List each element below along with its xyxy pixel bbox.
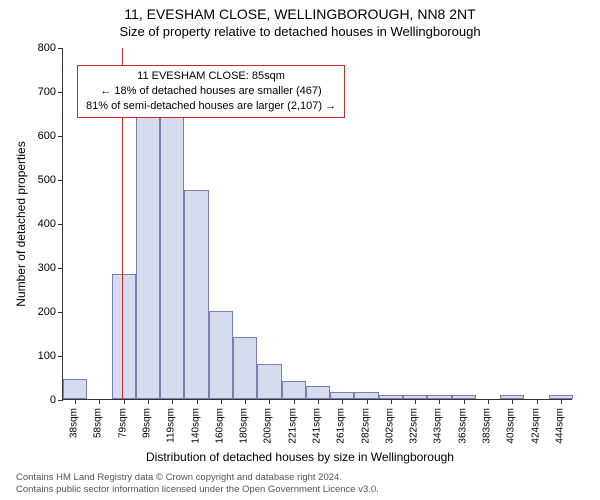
x-tick-label: 160sqm bbox=[214, 408, 225, 444]
x-tick-label: 424sqm bbox=[530, 408, 541, 444]
histogram-bar bbox=[282, 381, 306, 399]
x-tick-mark bbox=[464, 399, 465, 404]
x-tick-label: 282sqm bbox=[360, 408, 371, 444]
y-tick-label: 300 bbox=[16, 262, 56, 274]
x-tick-label: 79sqm bbox=[117, 408, 128, 438]
y-tick-mark bbox=[58, 48, 63, 49]
x-tick-label: 221sqm bbox=[287, 408, 298, 444]
x-tick-label: 99sqm bbox=[142, 408, 153, 438]
histogram-bar bbox=[136, 100, 160, 399]
y-tick-label: 600 bbox=[16, 130, 56, 142]
x-tick-mark bbox=[124, 399, 125, 404]
footer-attribution: Contains HM Land Registry data © Crown c… bbox=[16, 472, 379, 496]
x-tick-label: 383sqm bbox=[482, 408, 493, 444]
histogram-bar bbox=[257, 364, 281, 399]
x-tick-label: 343sqm bbox=[433, 408, 444, 444]
x-tick-label: 444sqm bbox=[554, 408, 565, 444]
y-tick-mark bbox=[58, 268, 63, 269]
y-tick-mark bbox=[58, 400, 63, 401]
x-tick-label: 58sqm bbox=[93, 408, 104, 438]
x-tick-mark bbox=[221, 399, 222, 404]
histogram-bar bbox=[306, 386, 330, 399]
y-tick-mark bbox=[58, 92, 63, 93]
x-tick-label: 363sqm bbox=[457, 408, 468, 444]
y-tick-mark bbox=[58, 312, 63, 313]
x-tick-label: 403sqm bbox=[506, 408, 517, 444]
y-tick-mark bbox=[58, 136, 63, 137]
histogram-bar bbox=[184, 190, 208, 399]
y-tick-mark bbox=[58, 180, 63, 181]
y-tick-label: 700 bbox=[16, 86, 56, 98]
histogram-bar bbox=[233, 337, 257, 399]
histogram-bar bbox=[63, 379, 87, 399]
x-tick-mark bbox=[488, 399, 489, 404]
x-tick-label: 140sqm bbox=[190, 408, 201, 444]
x-tick-mark bbox=[197, 399, 198, 404]
x-tick-label: 261sqm bbox=[336, 408, 347, 444]
plot-area: 11 EVESHAM CLOSE: 85sqm ← 18% of detache… bbox=[62, 48, 572, 400]
y-tick-mark bbox=[58, 224, 63, 225]
y-tick-label: 800 bbox=[16, 42, 56, 54]
x-tick-mark bbox=[512, 399, 513, 404]
footer-line1: Contains HM Land Registry data © Crown c… bbox=[16, 472, 379, 484]
histogram-bar bbox=[330, 392, 354, 399]
y-tick-label: 500 bbox=[16, 174, 56, 186]
y-tick-label: 200 bbox=[16, 306, 56, 318]
x-tick-mark bbox=[245, 399, 246, 404]
x-tick-mark bbox=[294, 399, 295, 404]
x-tick-mark bbox=[99, 399, 100, 404]
x-tick-label: 119sqm bbox=[166, 408, 177, 443]
x-tick-label: 38sqm bbox=[69, 408, 80, 438]
x-tick-label: 200sqm bbox=[263, 408, 274, 444]
y-tick-label: 0 bbox=[16, 394, 56, 406]
x-tick-mark bbox=[391, 399, 392, 404]
histogram-bar bbox=[112, 274, 136, 399]
x-tick-label: 322sqm bbox=[409, 408, 420, 444]
annotation-line1: 11 EVESHAM CLOSE: 85sqm bbox=[86, 69, 336, 84]
x-axis-label: Distribution of detached houses by size … bbox=[0, 450, 600, 464]
x-tick-mark bbox=[342, 399, 343, 404]
x-tick-mark bbox=[367, 399, 368, 404]
x-tick-label: 180sqm bbox=[239, 408, 250, 444]
property-size-chart: 11, EVESHAM CLOSE, WELLINGBOROUGH, NN8 2… bbox=[0, 0, 600, 500]
x-tick-label: 302sqm bbox=[384, 408, 395, 444]
histogram-bar bbox=[209, 311, 233, 399]
footer-line2: Contains public sector information licen… bbox=[16, 484, 379, 496]
x-tick-mark bbox=[148, 399, 149, 404]
y-tick-label: 100 bbox=[16, 350, 56, 362]
y-tick-label: 400 bbox=[16, 218, 56, 230]
chart-title-line1: 11, EVESHAM CLOSE, WELLINGBOROUGH, NN8 2… bbox=[0, 6, 600, 22]
x-tick-mark bbox=[415, 399, 416, 404]
chart-title-line2: Size of property relative to detached ho… bbox=[0, 24, 600, 39]
x-tick-mark bbox=[439, 399, 440, 404]
x-tick-mark bbox=[561, 399, 562, 404]
x-tick-mark bbox=[75, 399, 76, 404]
x-tick-mark bbox=[269, 399, 270, 404]
histogram-bar bbox=[354, 392, 378, 399]
annotation-line2: ← 18% of detached houses are smaller (46… bbox=[86, 84, 336, 99]
annotation-box: 11 EVESHAM CLOSE: 85sqm ← 18% of detache… bbox=[77, 65, 345, 118]
x-tick-mark bbox=[537, 399, 538, 404]
y-tick-mark bbox=[58, 356, 63, 357]
x-tick-mark bbox=[172, 399, 173, 404]
annotation-line3: 81% of semi-detached houses are larger (… bbox=[86, 99, 336, 114]
x-tick-mark bbox=[318, 399, 319, 404]
histogram-bar bbox=[160, 106, 184, 399]
x-tick-label: 241sqm bbox=[312, 408, 323, 444]
